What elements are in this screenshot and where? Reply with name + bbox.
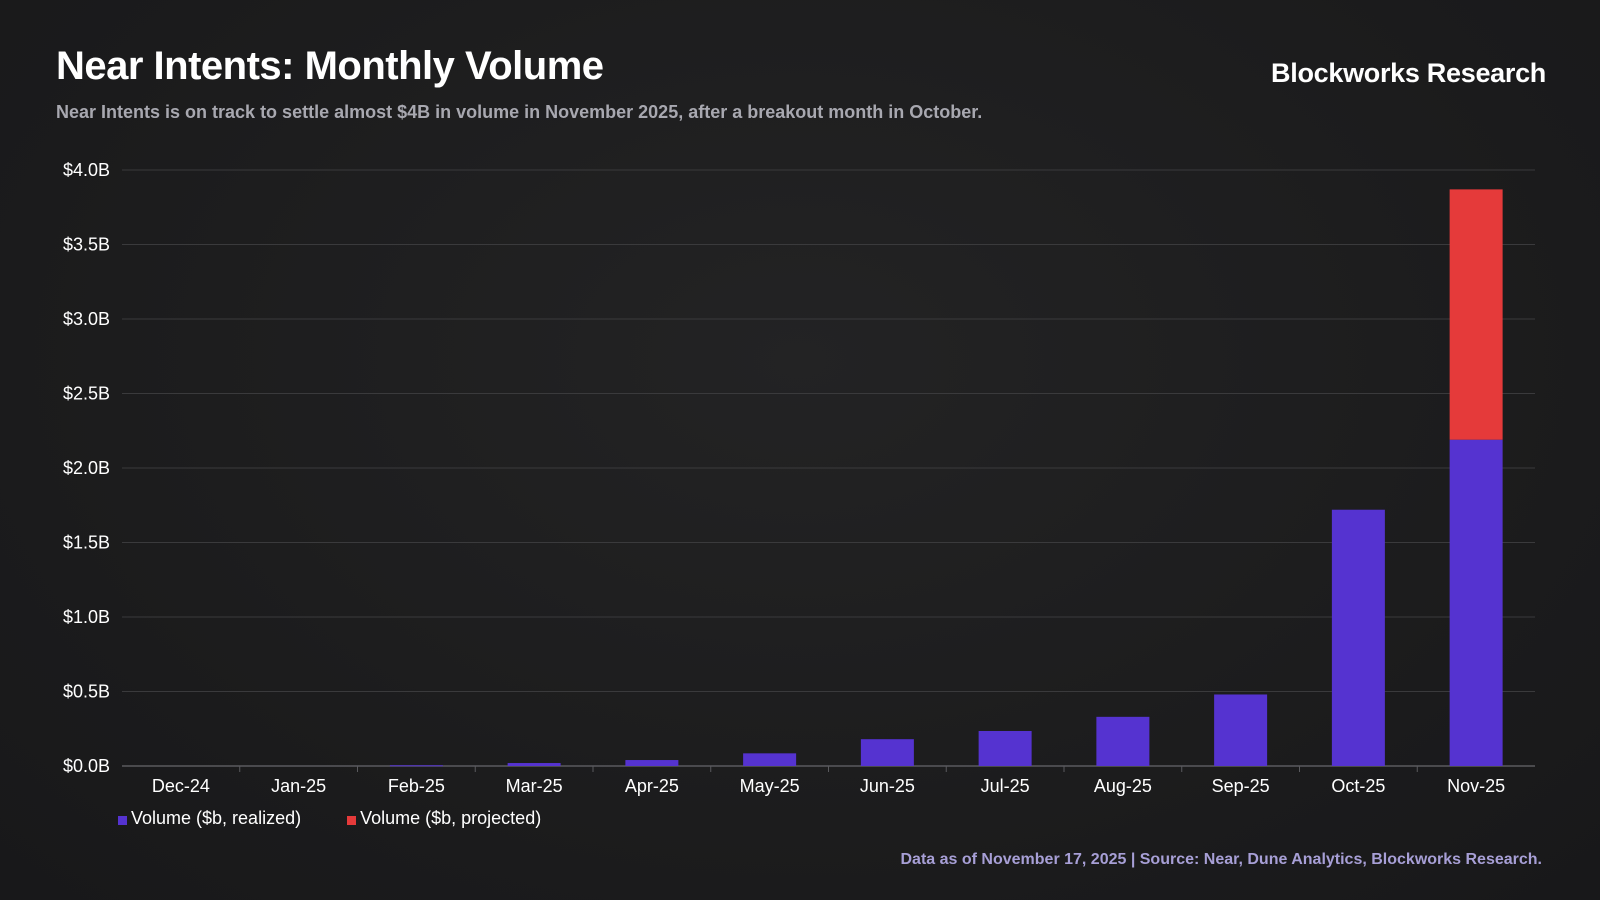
brand-logo-text: Blockworks Research xyxy=(1271,58,1546,88)
x-axis-tick-labels: Dec-24 Jan-25 Feb-25 Mar-25 Apr-25 May-25 Jun-… xyxy=(152,776,1505,796)
x-tick-label: Jan-25 xyxy=(271,776,326,796)
bar-realized xyxy=(389,765,443,767)
legend: Volume ($b, realized) Volume ($b, projec… xyxy=(118,808,541,829)
y-tick-label: $3.0B xyxy=(63,309,110,329)
bar-realized xyxy=(1449,439,1503,766)
legend-item-projected: Volume ($b, projected) xyxy=(347,808,541,829)
legend-swatch-realized xyxy=(118,815,127,825)
bar-realized xyxy=(507,763,561,766)
y-axis-tick-labels: $0.0B $0.5B $1.0B $1.5B $2.0B $2.5B $3.0B $3.5B… xyxy=(63,160,110,776)
bars xyxy=(389,189,1503,767)
legend-swatch-projected xyxy=(347,815,357,825)
source-footnote: Data as of November 17, 2025 | Source: N… xyxy=(900,851,1543,868)
bar-realized xyxy=(860,739,914,766)
page-subtitle: Near Intents is on track to settle almos… xyxy=(56,102,983,122)
x-tick-label: Mar-25 xyxy=(506,776,563,796)
y-tick-label: $0.0B xyxy=(63,756,110,776)
bar-realized xyxy=(978,730,1032,766)
x-tick-label: Sep-25 xyxy=(1212,776,1270,796)
x-tick-label: Apr-25 xyxy=(625,776,679,796)
bar-projected xyxy=(1449,189,1503,440)
page-title: Near Intents: Monthly Volume xyxy=(56,44,604,88)
legend-label-projected: Volume ($b, projected) xyxy=(360,808,542,828)
bar-realized xyxy=(625,760,679,766)
bar-realized xyxy=(1331,509,1385,766)
gridlines xyxy=(122,169,1535,772)
x-tick-label: Feb-25 xyxy=(388,776,445,796)
y-tick-label: $2.5B xyxy=(63,384,110,404)
y-tick-label: $1.5B xyxy=(63,533,110,553)
x-tick-label: Nov-25 xyxy=(1447,776,1505,796)
x-tick-label: Aug-25 xyxy=(1094,776,1152,796)
y-tick-label: $1.0B xyxy=(63,607,110,627)
y-tick-label: $3.5B xyxy=(63,235,110,255)
y-tick-label: $2.0B xyxy=(63,458,110,478)
legend-item-realized: Volume ($b, realized) xyxy=(118,808,301,829)
legend-label-realized: Volume ($b, realized) xyxy=(131,808,302,828)
x-tick-label: Oct-25 xyxy=(1331,776,1385,796)
x-tick-label: May-25 xyxy=(740,776,800,796)
bar-realized xyxy=(1214,694,1268,766)
bar-realized xyxy=(1096,716,1150,766)
y-tick-label: $0.5B xyxy=(63,682,110,702)
y-tick-label: $4.0B xyxy=(63,160,110,180)
x-tick-label: Jun-25 xyxy=(860,776,915,796)
x-tick-label: Jul-25 xyxy=(981,776,1030,796)
x-tick-label: Dec-24 xyxy=(152,776,210,796)
bar-realized xyxy=(743,753,797,766)
